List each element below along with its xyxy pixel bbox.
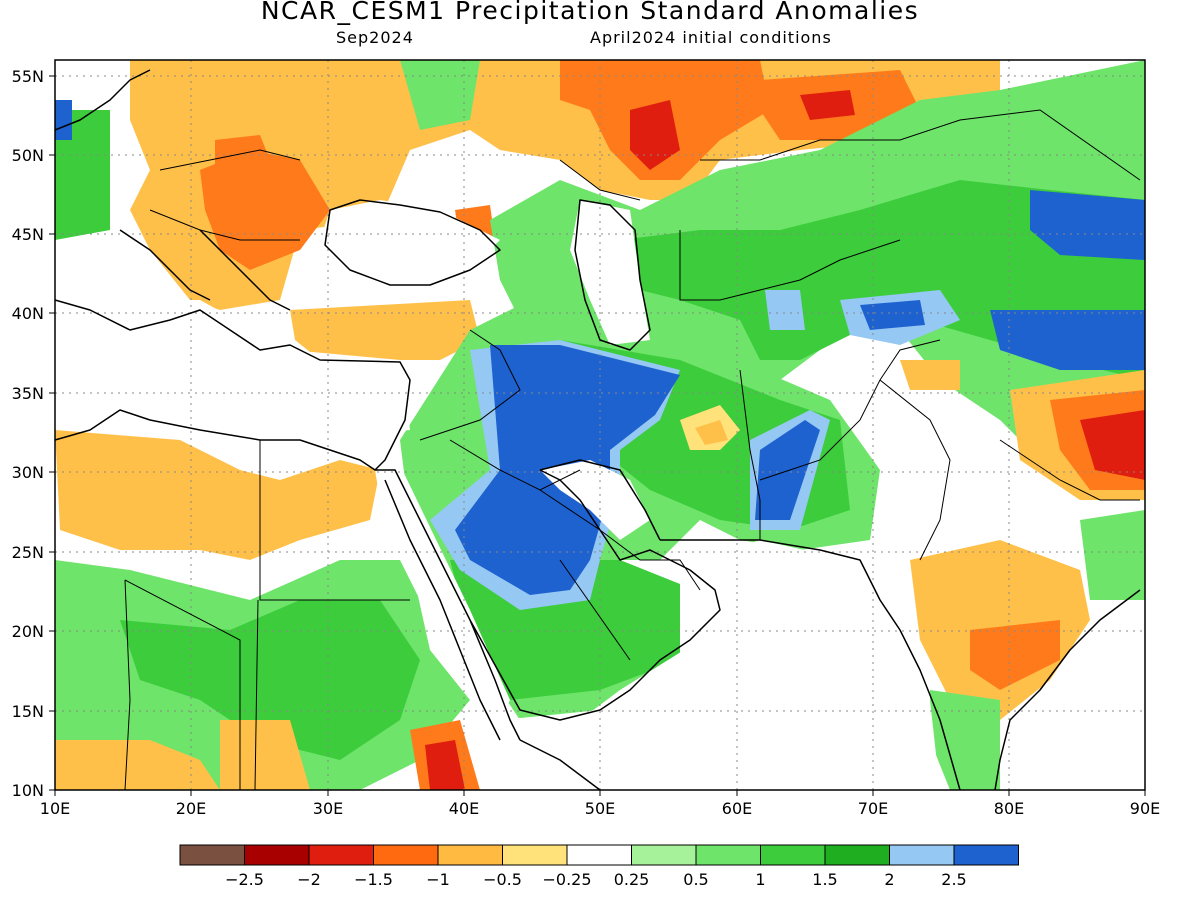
dry-region-anatolia: [290, 300, 480, 360]
lat-tick-label: 45N: [12, 225, 44, 244]
red-sea: [375, 465, 510, 720]
colorbar-swatch: [308, 844, 374, 866]
colorbar-swatch: [889, 844, 955, 866]
lon-tick-label: 90E: [1130, 799, 1160, 818]
colorbar-label: 0.5: [683, 870, 708, 889]
lon-tick-label: 30E: [313, 799, 343, 818]
colorbar-swatch: [631, 844, 697, 866]
colorbar-swatch: [373, 844, 439, 866]
colorbar-swatch: [244, 844, 310, 866]
arabian-sea: [580, 540, 940, 790]
lon-tick-label: 80E: [994, 799, 1024, 818]
colorbar-swatch: [824, 844, 890, 866]
colorbar-swatch: [953, 844, 1019, 866]
colorbar-labels: −2.5 −2 −1.5 −1 −0.5 −0.25 0.25 0.5 1 1.5 2 2.5: [225, 870, 967, 889]
lat-tick-label: 10N: [12, 781, 44, 800]
dry-core-central-europe: [215, 135, 270, 175]
anomaly-field: [55, 60, 1145, 790]
colorbar-label: 2: [884, 870, 894, 889]
valid-month-label: Sep2024: [336, 28, 414, 47]
gulf-of-aden: [500, 710, 620, 760]
dry-peak-tibet: [1080, 410, 1145, 480]
dry-core-india: [970, 620, 1060, 690]
dry-peak-russia: [630, 100, 680, 170]
lat-tick-label: 50N: [12, 146, 44, 165]
map-title: NCAR_CESM1 Precipitation Standard Anomal…: [260, 0, 920, 25]
coastlines: [54, 69, 1141, 791]
black-sea: [320, 200, 500, 280]
colorbar-label: 1.5: [812, 870, 837, 889]
colorbar-label: 0.25: [614, 870, 650, 889]
colorbar-swatch: [502, 844, 568, 866]
wet-peak-pakistan: [755, 420, 820, 520]
mediterranean-sea: [55, 300, 410, 440]
colorbar-label: 2.5: [941, 870, 966, 889]
colorbar-label: −0.5: [483, 870, 522, 889]
caspian-sea: [570, 200, 650, 345]
wet-region-east-europe: [400, 60, 480, 130]
wet-peak-north-sea: [55, 100, 72, 140]
colorbar-label: −2.5: [225, 870, 264, 889]
wet-region-south-india: [930, 690, 1000, 790]
lat-tick-label: 15N: [12, 702, 44, 721]
colorbar-swatch: [566, 844, 632, 866]
wet-region-northwest-europe: [55, 110, 110, 240]
dry-region-sahara: [55, 430, 380, 560]
dry-patch-kashmir: [900, 360, 960, 390]
lon-tick-label: 40E: [449, 799, 479, 818]
lat-tick-labels: 10N 15N 20N 25N 30N 35N 40N 45N 50N 55N: [12, 67, 44, 800]
lat-tick-label: 25N: [12, 543, 44, 562]
wet-core-africa: [120, 600, 420, 760]
persian-gulf: [540, 460, 650, 540]
colorbar-swatch: [437, 844, 503, 866]
colorbar-label: −1.5: [354, 870, 393, 889]
wet-peak-turkmen: [765, 290, 805, 330]
init-conditions-label: April2024 initial conditions: [590, 28, 832, 47]
wet-peak-tajikistan-core: [860, 300, 925, 330]
wet-region-bay-bengal: [1080, 510, 1145, 600]
wet-peak-kazakhstan-east: [1030, 190, 1145, 260]
colorbar-swatch: [760, 844, 826, 866]
lon-tick-label: 20E: [176, 799, 206, 818]
lat-tick-label: 20N: [12, 622, 44, 641]
axis-ticks: [49, 75, 1146, 796]
dry-patch-iran-core: [695, 420, 728, 445]
country-borders: [124, 109, 1141, 791]
lon-tick-label: 70E: [858, 799, 888, 818]
lat-tick-label: 55N: [12, 67, 44, 86]
dry-peak-ethiopia: [425, 740, 465, 790]
lat-tick-label: 40N: [12, 304, 44, 323]
dry-region-sudan: [55, 740, 220, 790]
colorbar-label: −2: [297, 870, 321, 889]
lon-tick-label: 60E: [722, 799, 752, 818]
colorbar-label: 1: [755, 870, 765, 889]
dry-peak-russia-east: [800, 90, 855, 120]
colorbar-swatch: [179, 844, 245, 866]
lat-tick-label: 35N: [12, 384, 44, 403]
colorbar-label: −1: [426, 870, 450, 889]
dry-region-ethiopia-west: [220, 720, 310, 790]
lon-tick-label: 10E: [40, 799, 70, 818]
colorbar-swatches: [179, 844, 1019, 866]
lon-tick-label: 50E: [585, 799, 615, 818]
lon-tick-labels: 10E 20E 30E 40E 50E 60E 70E 80E 90E: [40, 799, 1160, 818]
colorbar-swatch: [695, 844, 761, 866]
colorbar-label: −0.25: [542, 870, 591, 889]
lat-tick-label: 30N: [12, 463, 44, 482]
wet-peak-west-china: [990, 310, 1145, 370]
